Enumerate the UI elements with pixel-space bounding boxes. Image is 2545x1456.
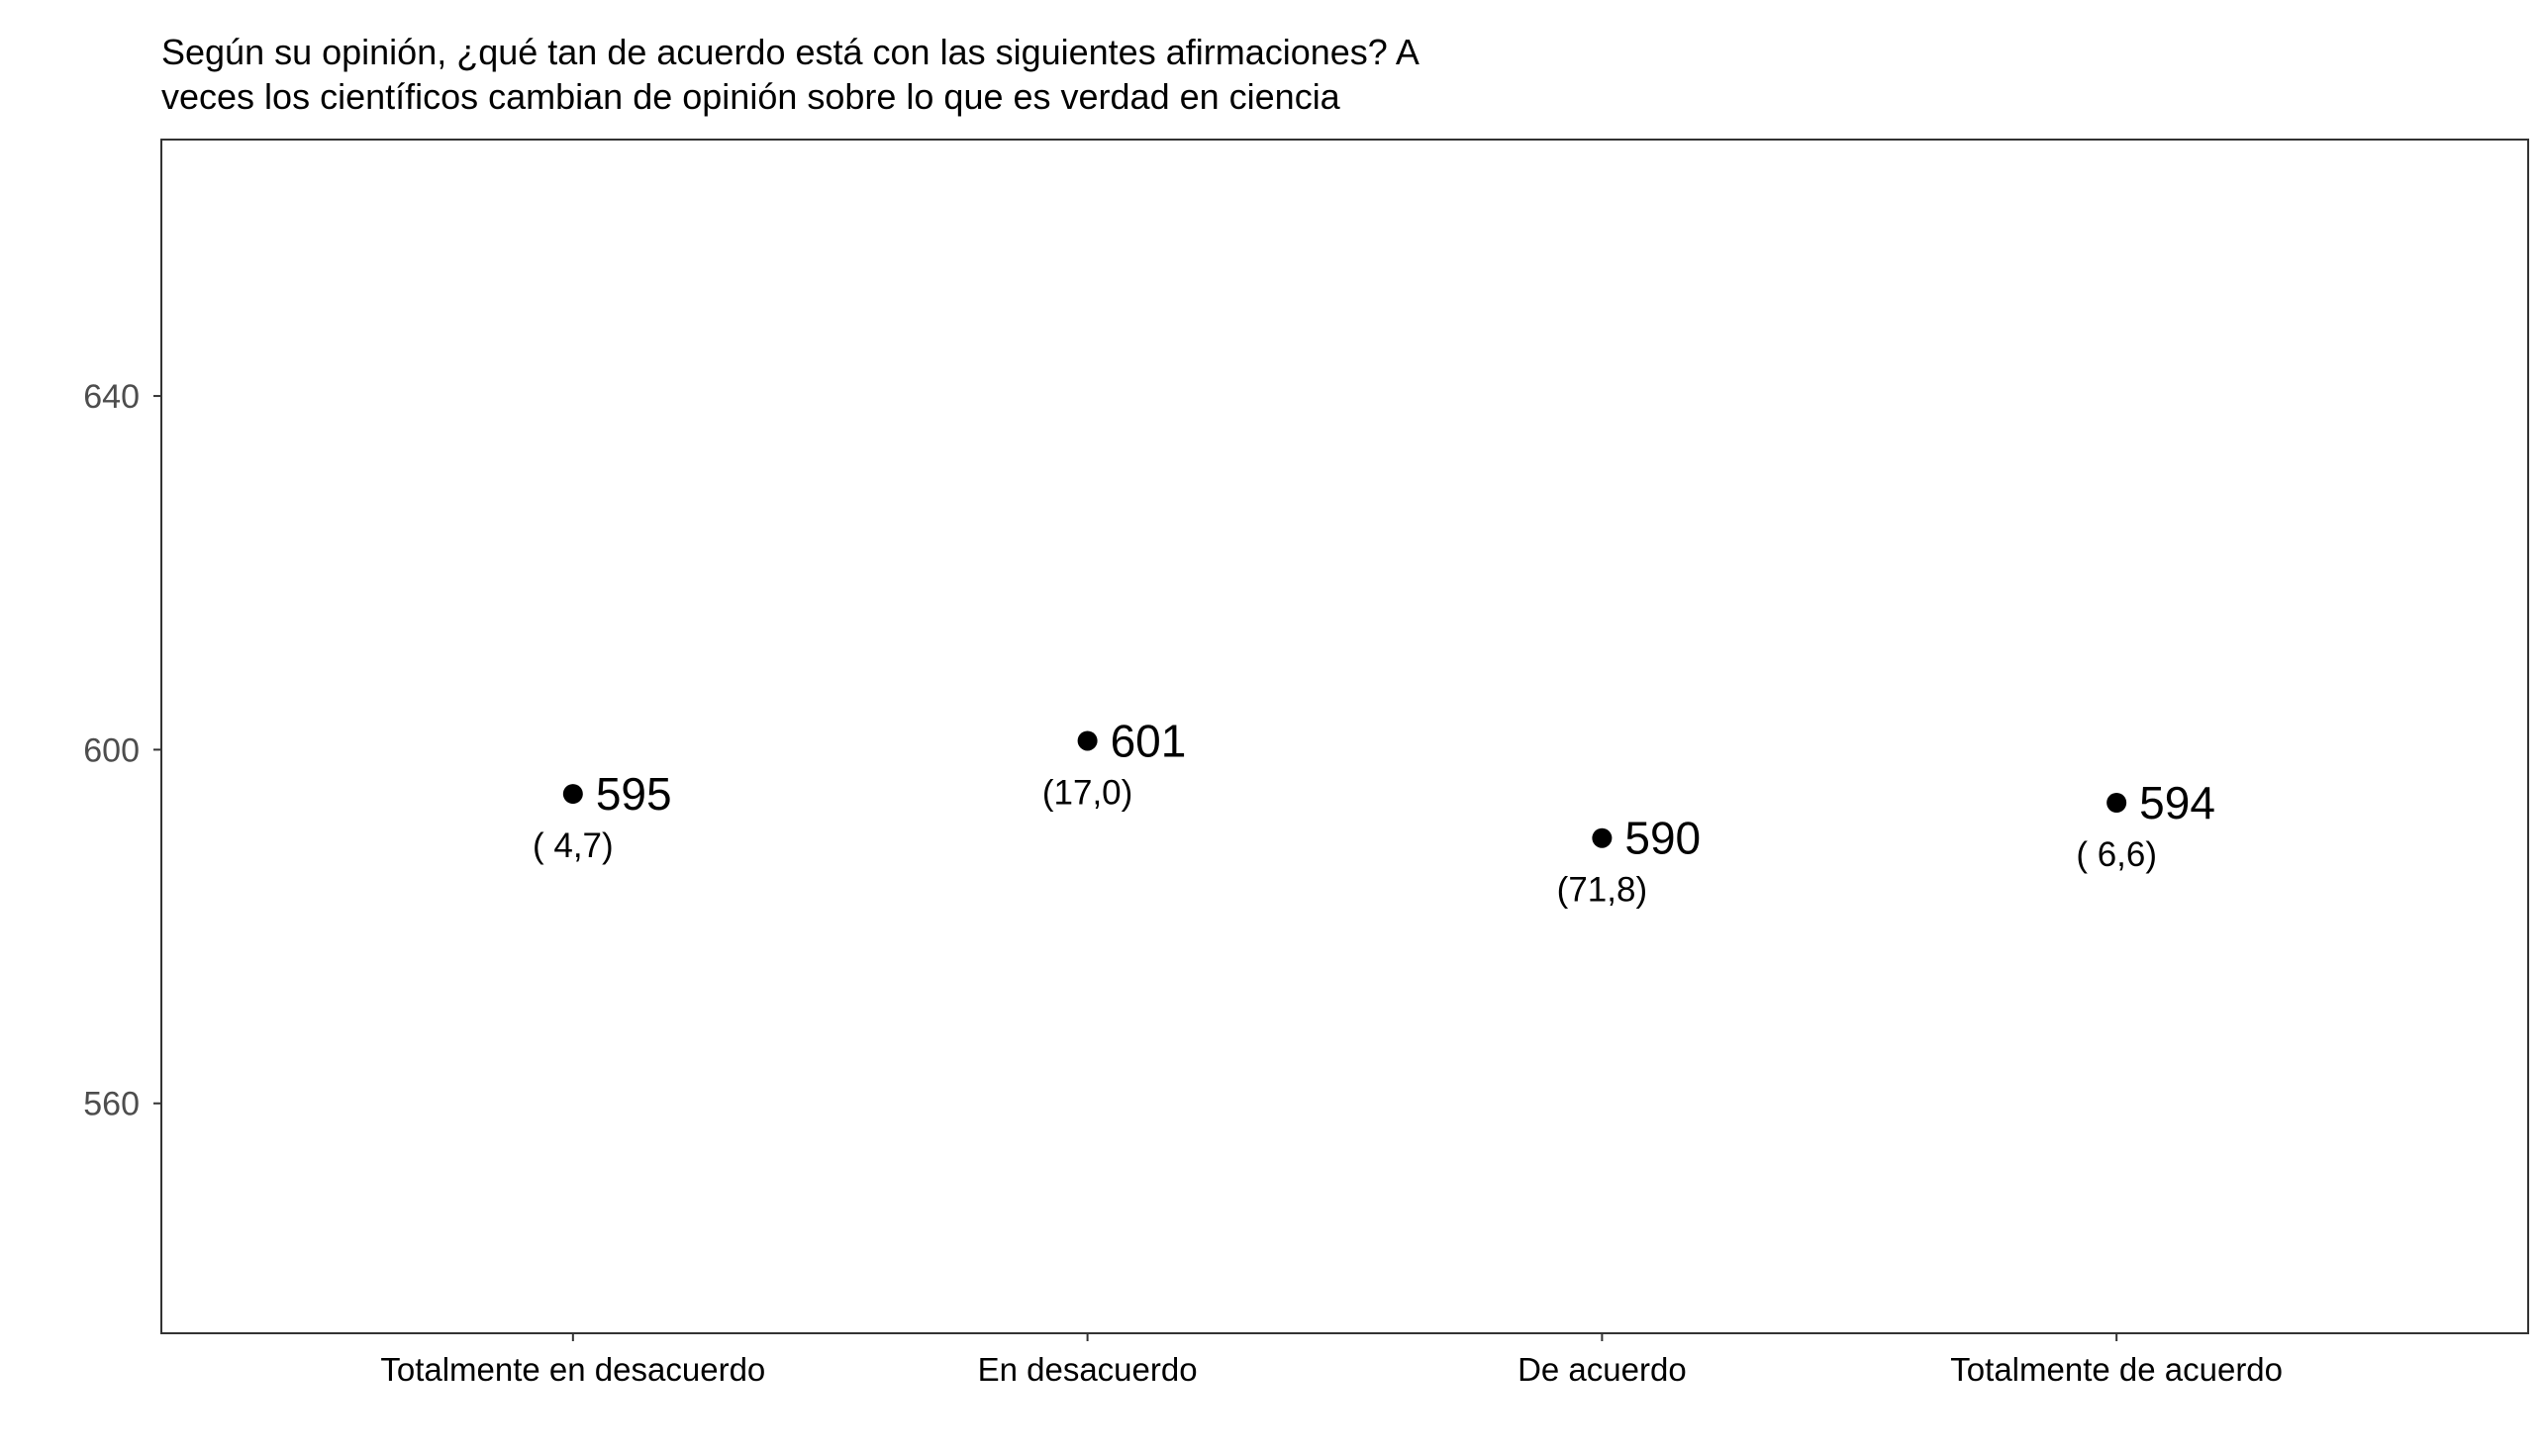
x-tick-label: Totalmente en desacuerdo <box>380 1351 765 1388</box>
data-point <box>562 784 583 805</box>
chart-title: Según su opinión, ¿qué tan de acuerdo es… <box>161 30 1646 119</box>
y-tick-label: 600 <box>83 731 140 769</box>
chart-title-line-2: veces los científicos cambian de opinión… <box>161 76 1340 117</box>
panel-border <box>160 139 2529 1334</box>
data-point <box>2106 793 2127 813</box>
data-percent-label: (17,0) <box>1042 773 1132 812</box>
data-marks: 595 ( 4,7) 601 (17,0) 590 (71,8) 594 ( 6,6) <box>533 715 2215 909</box>
x-axis: Totalmente en desacuerdo En desacuerdo De … <box>380 1333 2283 1388</box>
y-tick-label: 560 <box>83 1086 140 1123</box>
data-value-label: 590 <box>1624 813 1701 864</box>
data-value-label: 595 <box>596 768 672 820</box>
data-value-label: 601 <box>1111 715 1187 766</box>
x-tick-label: Totalmente de acuerdo <box>1950 1351 2283 1388</box>
x-tick-label: De acuerdo <box>1517 1351 1687 1388</box>
x-tick-label: En desacuerdo <box>978 1351 1198 1388</box>
data-point <box>1077 730 1098 751</box>
data-value-label: 594 <box>2139 777 2215 828</box>
y-axis: 560 600 640 <box>83 378 161 1123</box>
data-percent-label: ( 4,7) <box>533 826 614 865</box>
data-percent-label: (71,8) <box>1557 871 1647 910</box>
y-tick-label: 640 <box>83 378 140 416</box>
data-point <box>1592 827 1613 848</box>
data-percent-label: ( 6,6) <box>2076 835 2157 874</box>
chart-title-line-1: Según su opinión, ¿qué tan de acuerdo es… <box>161 32 1419 72</box>
